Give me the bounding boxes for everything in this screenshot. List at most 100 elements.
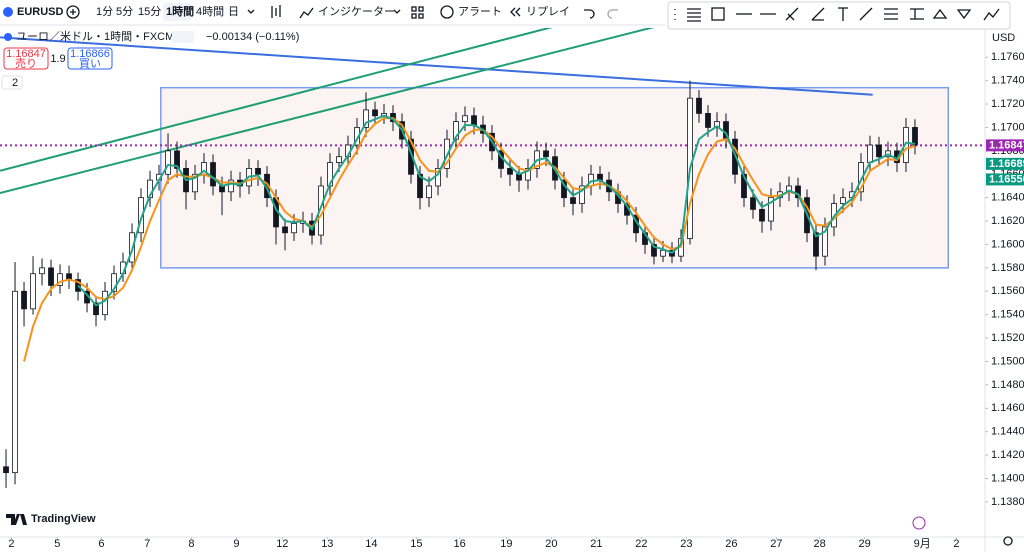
y-tick-label: 1.17000 [991,121,1024,133]
y-tick-label: 1.15400 [991,309,1024,321]
drawing-toolbar [667,1,1011,30]
y-tick-label: 1.14800 [991,379,1024,391]
brush-tool[interactable] [811,7,825,21]
undo-button[interactable] [584,9,595,19]
channel-tool[interactable] [785,7,799,21]
candle-body [507,168,513,175]
candle-body [453,121,459,140]
rectangle-tool[interactable] [711,7,725,21]
y-tick-label: 1.17200 [991,98,1024,110]
y-tick-label: 1.13800 [991,496,1024,508]
y-tick-label: 1.15600 [991,285,1024,297]
x-tick-label: 21 [590,538,602,550]
x-tick-label: 12 [276,538,288,550]
candle-body [291,223,297,234]
candle-body [462,115,468,123]
x-tick-label: 23 [680,538,692,550]
buy-label: 買い [79,57,101,70]
parallel-tool[interactable] [884,8,898,20]
candle-body [570,197,576,204]
y-tick-label: 1.14000 [991,472,1024,484]
candle-body [174,150,180,169]
x-tick-label: 6 [98,538,104,550]
price-label: 1.16689 [989,158,1024,170]
moving-average [77,114,916,307]
interval-button[interactable]: 日 [228,6,239,18]
candle-body [138,197,144,234]
price-label-box [986,139,1024,152]
path-tool[interactable] [983,8,1000,21]
arrow-up-tool[interactable] [932,8,948,19]
price-label-box [986,157,1024,170]
interval-button[interactable]: 15分 [138,5,161,18]
candle-body [876,144,882,158]
layout-button[interactable] [411,6,417,12]
symbol[interactable]: EURUSD [17,6,64,18]
y-tick-label: 1.15800 [991,262,1024,274]
price-label-box [986,173,1024,186]
text-tool[interactable] [838,7,848,21]
event-icon[interactable] [912,516,926,530]
x-tick-label: 29 [858,538,870,550]
interval-menu[interactable] [247,9,255,14]
candle-body [579,185,585,204]
settings-button[interactable] [1003,536,1013,546]
plot-area [0,28,985,488]
replay-icon [510,7,521,17]
interval-selected [163,3,191,21]
candle-body [426,185,432,199]
fib-tool[interactable] [687,8,701,22]
x-tick-label: 8 [188,538,194,550]
alert-button[interactable]: アラート [458,6,502,18]
redo-button[interactable] [607,9,618,19]
x-tick-label: 15 [410,538,422,550]
chart-type-button[interactable] [271,5,281,18]
candle-body [660,249,666,257]
brand-logo [6,514,27,525]
trendline-tool[interactable] [859,7,873,21]
layout-icon [418,13,424,19]
x-tick-label: 9月 [914,538,931,550]
candle-body [210,162,216,187]
candle-body [102,290,108,316]
collapse-button[interactable] [1,75,23,90]
y-tick-label: 1.14200 [991,449,1024,461]
symbol-logo [3,7,13,17]
indicator-menu[interactable] [393,9,401,14]
x-tick-label: 14 [365,538,377,550]
interval-button[interactable]: 1時間 [166,4,194,18]
candle-body [408,138,414,175]
indicators-button[interactable]: インジケーター [318,5,395,18]
legend-title: ユーロ／米ドル・1時間・FXCM [16,30,174,43]
replay-button[interactable]: リプレイ [526,5,570,18]
compare-button[interactable] [66,5,80,19]
x-tick-label: 26 [725,538,737,550]
measure-tool[interactable] [910,8,924,20]
sell-button[interactable] [3,47,49,70]
arrow-down-tool[interactable] [956,9,972,20]
interval-button[interactable]: 4時間 [196,5,224,18]
y-tick-label: 1.14600 [991,402,1024,414]
candle-body [165,150,171,175]
interval-button[interactable]: 5分 [116,5,133,18]
x-tick-label: 19 [500,538,512,550]
y-tick-label: 1.17400 [991,75,1024,87]
candle-body [282,226,288,234]
moving-average [23,117,916,362]
layout-icon [418,6,424,12]
candle-body [705,113,711,128]
visibility-toggle[interactable] [172,31,194,43]
x-tick-label: 2 [953,538,959,550]
x-tick-label: 9 [233,538,239,550]
y-tick-label: 1.16000 [991,238,1024,250]
buy-button[interactable] [67,47,113,70]
candle-body [336,156,342,163]
candle-body [750,197,756,210]
candle-body [471,115,477,126]
interval-button[interactable]: 1分 [96,5,113,18]
x-tick-label: 28 [813,538,825,550]
candle-body [903,127,909,163]
legend-dot [4,33,12,41]
x-tick-label: 13 [321,538,333,550]
